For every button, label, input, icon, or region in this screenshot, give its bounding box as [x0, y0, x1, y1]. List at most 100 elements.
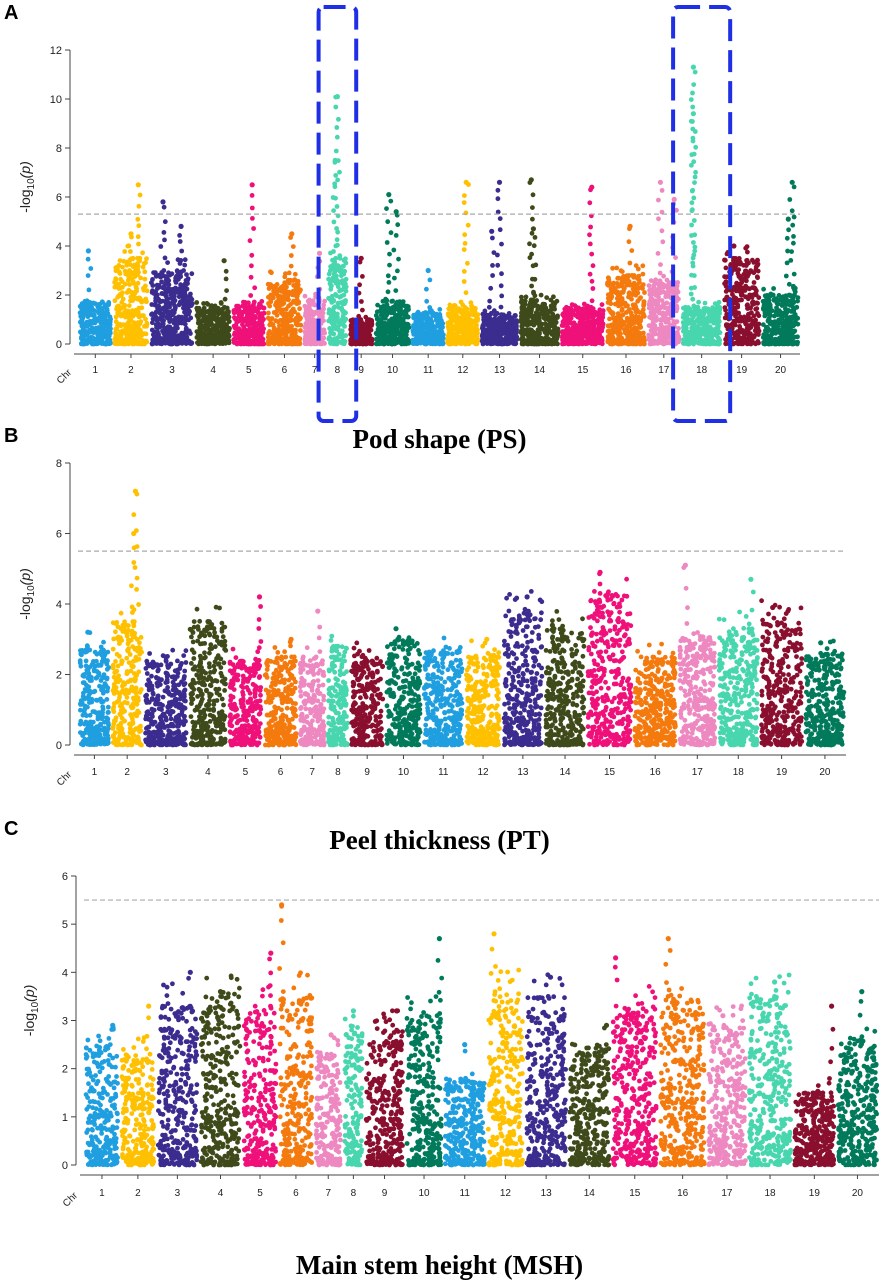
snp-point: [616, 294, 622, 300]
snp-point: [282, 280, 288, 285]
snp-point: [252, 336, 258, 341]
snp-point: [574, 305, 580, 311]
snp-point: [658, 322, 664, 327]
chromosome-2-points: [112, 243, 150, 347]
snp-point: [143, 296, 149, 302]
snp-point: [468, 300, 474, 306]
snp-point: [429, 333, 434, 339]
snp-point: [411, 340, 417, 346]
snp-point: [269, 316, 275, 321]
snp-point: [159, 279, 165, 285]
snp-point: [405, 314, 411, 320]
snp-point: [133, 338, 139, 343]
snp-point: [201, 316, 207, 322]
snp-point: [528, 321, 533, 327]
snp-point: [102, 319, 108, 325]
snp-point: [207, 314, 213, 320]
y-tick-label: 8: [56, 143, 62, 155]
chromosome-5-points: [231, 299, 267, 347]
snp-point: [173, 275, 179, 281]
snp-point: [182, 283, 188, 288]
snp-point: [593, 328, 599, 334]
snp-point: [272, 339, 278, 345]
snp-point: [341, 323, 347, 328]
snp-point: [337, 333, 343, 339]
snp-point: [134, 269, 140, 275]
snp-point: [261, 326, 266, 332]
snp-point: [383, 321, 388, 326]
snp-point: [182, 257, 188, 263]
snp-point: [625, 341, 631, 347]
snp-point: [349, 341, 355, 347]
snp-point: [461, 325, 467, 331]
snp-point: [278, 318, 283, 323]
snp-point: [277, 323, 282, 329]
snp-point: [635, 298, 641, 304]
snp-point: [292, 277, 298, 282]
snp-point: [268, 297, 274, 303]
snp-point: [474, 326, 480, 332]
snp-point: [84, 307, 90, 313]
snp-point: [113, 268, 119, 274]
snp-point: [140, 264, 146, 270]
snp-point: [529, 339, 535, 345]
snp-point: [418, 340, 424, 346]
snp-point: [284, 289, 289, 295]
chromosome-3-points: [149, 257, 195, 347]
snp-point: [232, 336, 237, 342]
snp-point: [208, 320, 214, 326]
snp-point: [112, 336, 118, 342]
snp-point: [112, 279, 117, 285]
snp-point: [316, 308, 321, 314]
snp-point: [487, 339, 493, 345]
snp-point: [101, 312, 106, 318]
snp-point: [188, 291, 193, 297]
snp-point: [241, 299, 246, 305]
snp-point: [133, 284, 139, 290]
snp-point: [565, 329, 570, 335]
snp-point: [118, 332, 124, 337]
snp-point: [606, 323, 612, 329]
snp-point: [238, 339, 244, 344]
snp-point: [82, 298, 88, 304]
snp-point: [130, 313, 136, 319]
snp-point: [375, 302, 380, 308]
snp-point: [597, 339, 602, 345]
snp-point: [302, 324, 308, 330]
snp-point: [374, 336, 379, 342]
snp-point: [607, 298, 613, 303]
snp-point: [165, 260, 171, 265]
snp-point: [174, 341, 179, 347]
snp-point: [500, 322, 506, 328]
snp-point: [609, 323, 615, 329]
snp-point: [457, 317, 462, 323]
snp-point: [291, 298, 296, 304]
snp-point: [235, 310, 241, 316]
snp-point: [104, 308, 110, 313]
snp-point: [311, 334, 317, 339]
snp-point: [310, 339, 315, 345]
snp-point: [115, 308, 121, 313]
snp-point: [126, 303, 132, 308]
snp-point: [161, 318, 167, 323]
snp-point: [436, 340, 442, 346]
snp-point: [302, 293, 308, 299]
snp-point: [363, 314, 369, 320]
snp-point: [597, 323, 602, 329]
snp-point: [638, 295, 643, 300]
snp-point: [142, 269, 148, 275]
snp-point: [304, 338, 310, 343]
snp-point: [616, 298, 622, 303]
snp-point: [328, 283, 334, 289]
snp-point: [137, 330, 142, 336]
snp-point: [289, 323, 294, 329]
snp-point: [245, 308, 251, 314]
snp-point: [256, 304, 262, 309]
snp-point: [548, 303, 554, 309]
snp-point: [616, 336, 621, 341]
snp-point: [119, 300, 125, 305]
snp-point: [197, 328, 202, 334]
snp-point: [391, 340, 397, 345]
snp-point: [149, 312, 154, 317]
snp-point: [374, 309, 380, 315]
